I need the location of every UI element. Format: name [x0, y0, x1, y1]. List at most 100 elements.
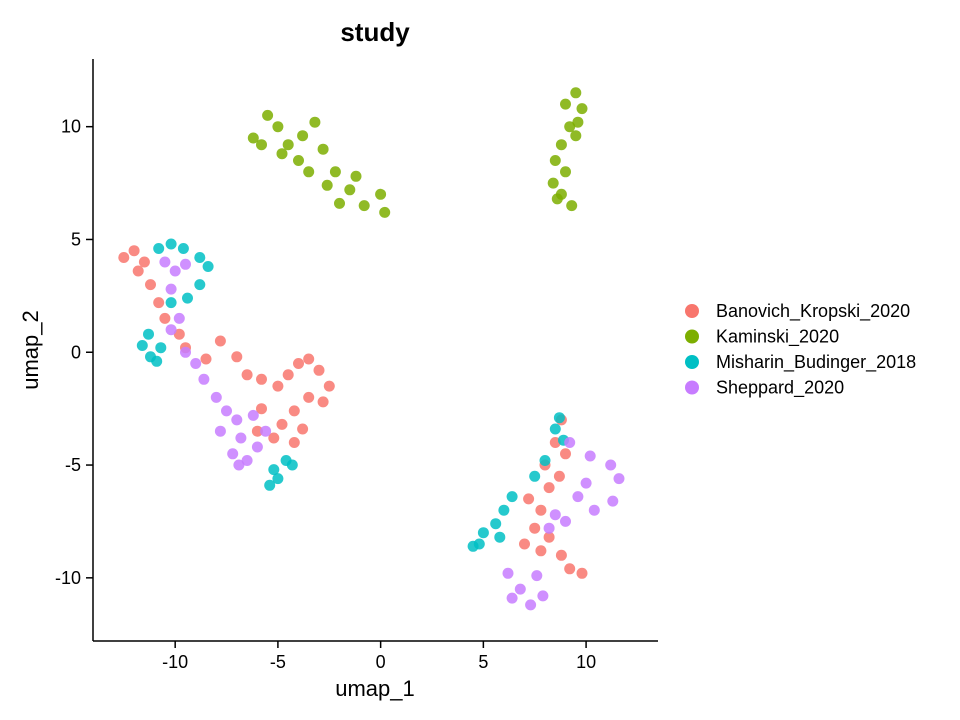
data-point	[529, 522, 541, 534]
data-point	[560, 515, 571, 527]
data-point	[473, 538, 485, 550]
data-point	[303, 391, 315, 403]
data-point	[177, 243, 189, 254]
data-point	[272, 380, 284, 392]
data-point	[153, 243, 165, 254]
data-point	[303, 166, 315, 178]
data-point	[358, 200, 370, 212]
data-point	[543, 482, 555, 494]
data-point	[297, 130, 309, 142]
data-point	[580, 477, 592, 489]
data-point	[214, 335, 226, 347]
data-point	[576, 103, 588, 115]
legend-label: Kaminski_2020	[716, 327, 839, 348]
data-point	[502, 567, 514, 579]
x-tick-label: 10	[576, 652, 596, 672]
y-tick-label: 10	[61, 117, 81, 137]
data-point	[151, 355, 163, 367]
data-point	[588, 504, 600, 516]
data-point	[350, 170, 362, 182]
data-point	[282, 369, 294, 381]
data-point	[268, 432, 280, 444]
data-point	[180, 258, 191, 270]
y-ticks: -10 -5 0 5 10	[55, 117, 93, 588]
data-point	[251, 425, 263, 437]
data-point	[221, 405, 232, 417]
data-point	[194, 252, 206, 263]
data-point	[165, 297, 177, 309]
data-point	[159, 256, 171, 268]
x-tick-label: -5	[270, 652, 286, 672]
data-point	[247, 409, 259, 421]
x-tick-label: 5	[478, 652, 488, 672]
data-point	[153, 297, 165, 309]
data-point	[570, 87, 582, 99]
legend-label: Sheppard_2020	[716, 378, 844, 399]
data-point	[607, 495, 619, 507]
data-point	[169, 265, 181, 277]
data-point	[543, 522, 555, 534]
x-tick-label: -10	[162, 652, 188, 672]
data-point	[317, 143, 329, 155]
data-point	[231, 351, 243, 363]
data-point	[288, 437, 300, 448]
data-point	[321, 179, 333, 191]
data-point	[138, 256, 150, 268]
data-point	[200, 353, 212, 365]
series-Sheppard_2020	[159, 256, 625, 611]
data-point	[276, 148, 288, 160]
data-point	[159, 312, 171, 324]
x-axis: -10 -5 0 5 10	[93, 640, 658, 672]
data-point	[272, 121, 284, 133]
data-point	[560, 166, 571, 178]
data-point	[262, 109, 274, 121]
data-point	[547, 177, 559, 189]
data-point	[128, 245, 140, 257]
data-point	[564, 563, 576, 575]
data-point	[344, 184, 356, 196]
data-point	[210, 391, 222, 403]
data-point	[535, 545, 547, 557]
data-point	[329, 166, 341, 178]
data-point	[182, 292, 193, 304]
data-point	[375, 188, 387, 200]
data-point	[143, 328, 154, 340]
data-point	[118, 252, 130, 263]
data-point	[379, 206, 391, 218]
data-point	[551, 193, 563, 205]
series-Misharin_Budinger_2018	[136, 238, 569, 552]
x-ticks: -10 -5 0 5 10	[162, 641, 596, 672]
data-point	[525, 599, 537, 611]
data-point	[173, 328, 185, 340]
data-point	[293, 358, 304, 369]
data-point	[264, 479, 276, 491]
data-point	[136, 340, 148, 351]
data-point	[317, 396, 329, 408]
data-point	[566, 200, 578, 212]
data-point	[227, 448, 239, 460]
data-point	[529, 470, 541, 482]
data-point	[323, 380, 335, 392]
data-point	[553, 412, 565, 424]
legend-key	[685, 355, 699, 369]
data-point	[494, 531, 506, 543]
data-point	[605, 459, 617, 471]
legend-key	[685, 304, 699, 318]
data-point	[313, 364, 325, 376]
legend-key	[685, 380, 699, 395]
data-point	[297, 423, 309, 435]
series-Kaminski_2020	[247, 87, 588, 218]
data-point	[155, 342, 167, 354]
data-point	[247, 132, 259, 144]
data-point	[286, 459, 298, 471]
data-point	[519, 538, 530, 550]
y-axis: -10 -5 0 5 10	[55, 59, 94, 641]
data-point	[214, 425, 226, 437]
data-point	[572, 491, 584, 503]
chart-title: study	[340, 17, 410, 47]
data-point	[490, 518, 502, 530]
data-point	[564, 437, 576, 448]
data-point	[514, 583, 526, 595]
data-point	[537, 590, 549, 602]
data-point	[165, 283, 177, 295]
